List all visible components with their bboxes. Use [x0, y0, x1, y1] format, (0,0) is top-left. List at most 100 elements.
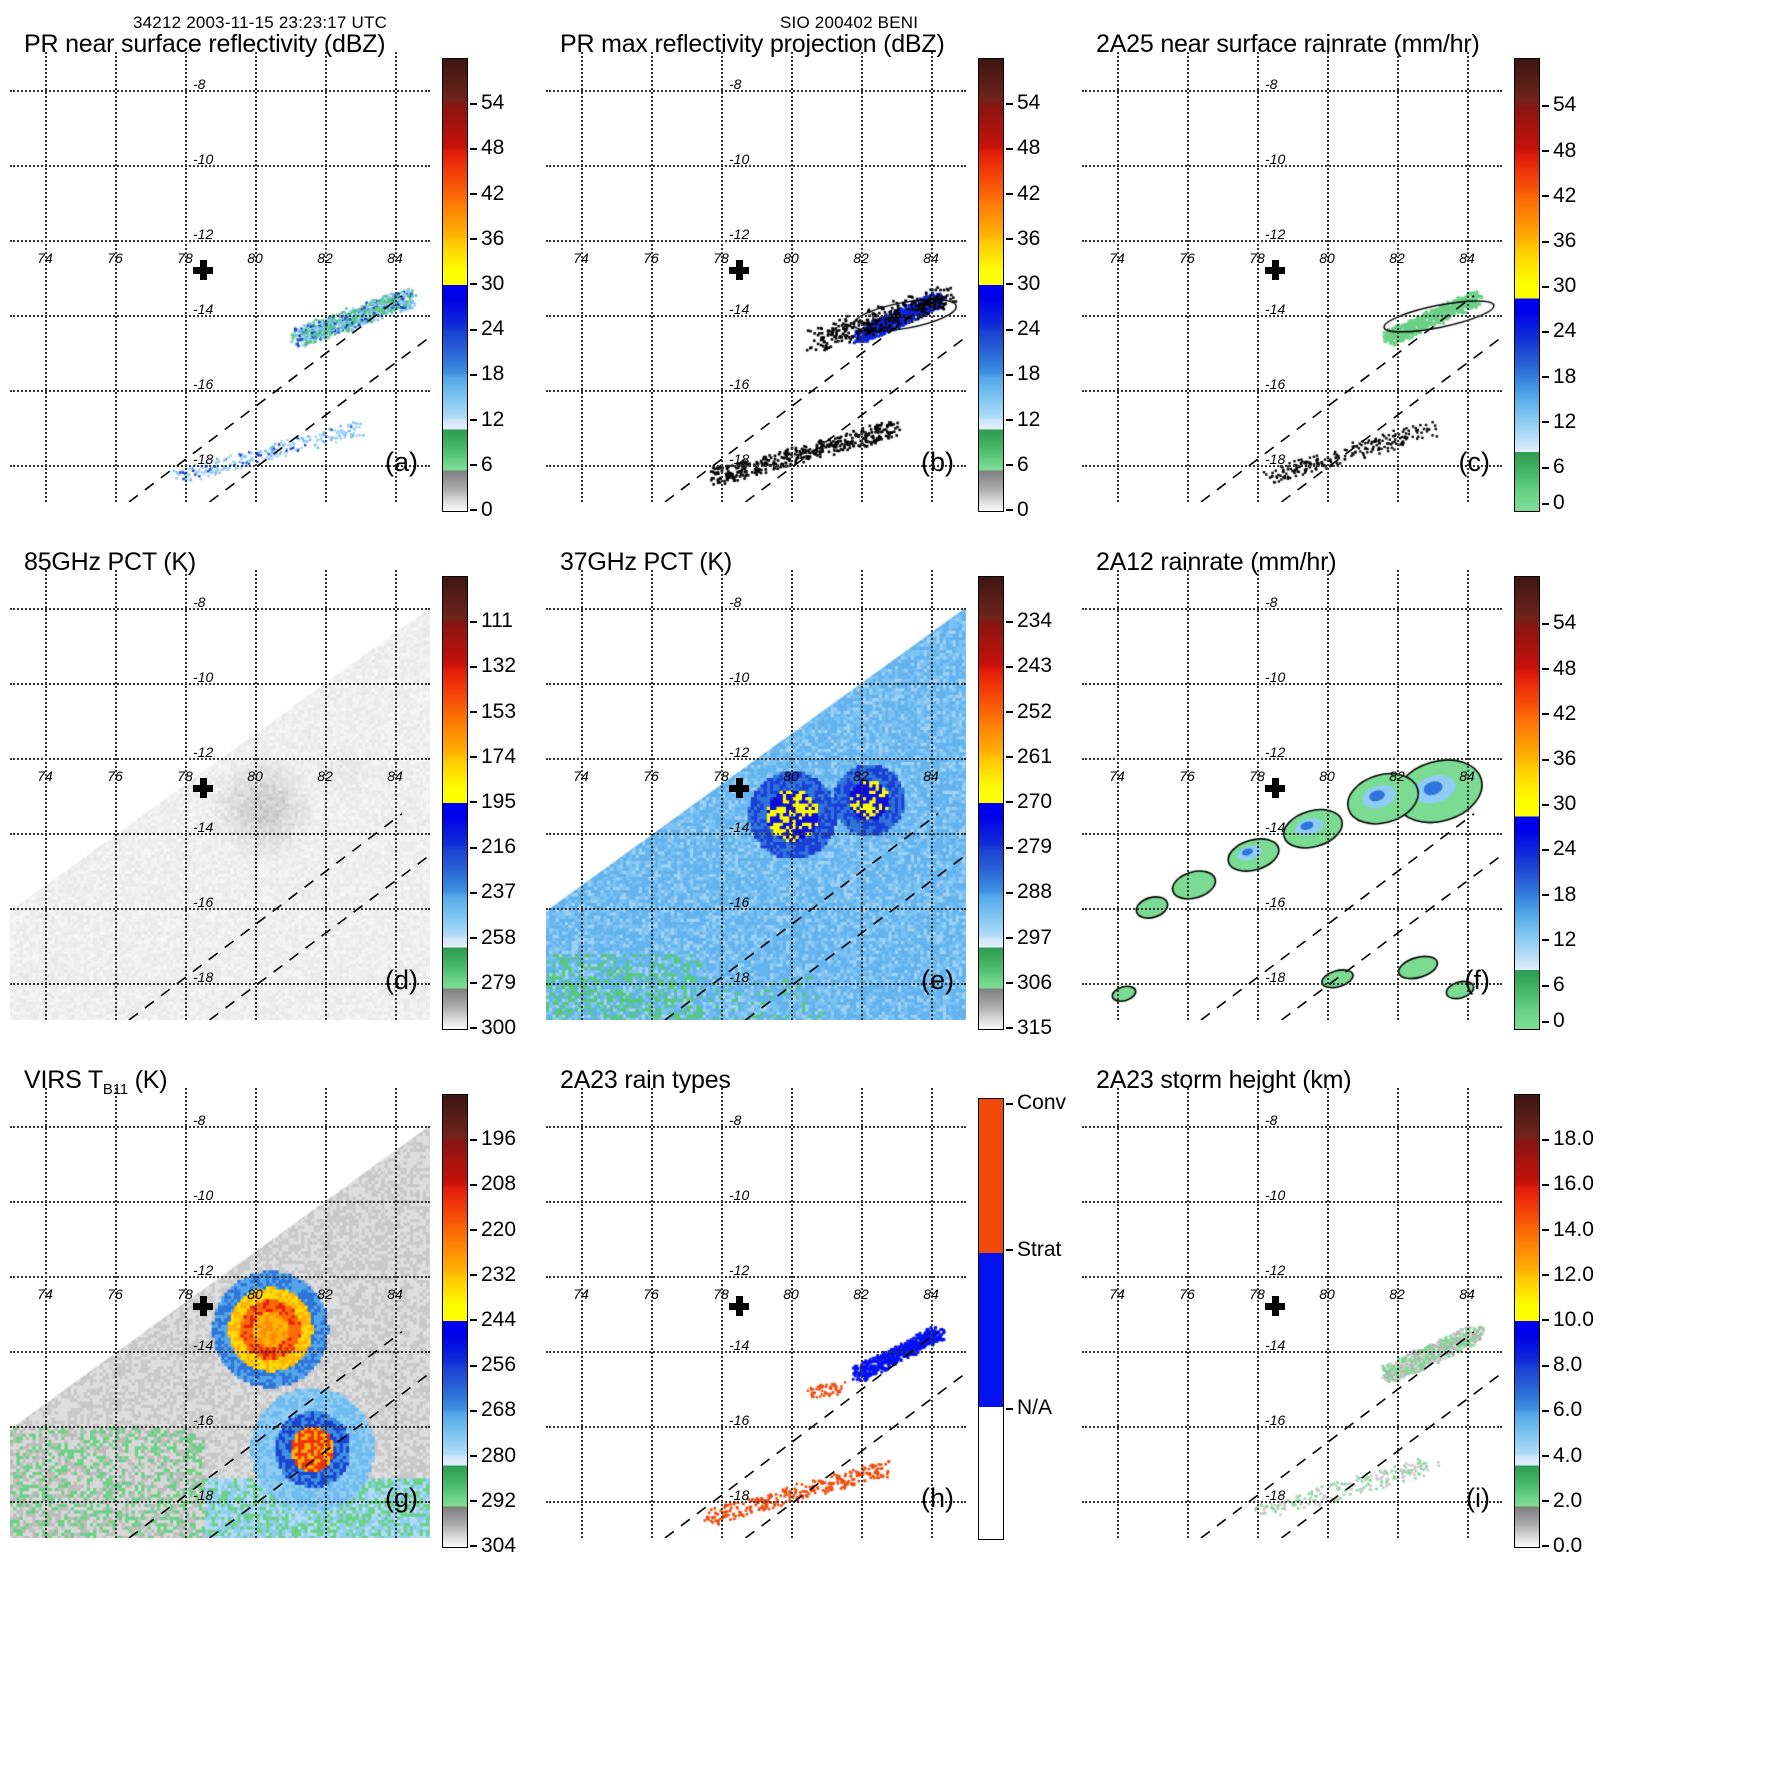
panel-title-a: PR near surface reflectivity (dBZ) — [24, 30, 386, 58]
colorbar-tick-mark — [470, 846, 477, 849]
colorbar-tick-mark — [1542, 622, 1549, 625]
colorbar-tick-mark — [1542, 1138, 1549, 1141]
colorbar-tick-label: 42 — [1553, 701, 1577, 725]
colorbar-tick-mark — [470, 464, 477, 467]
colorbar-tick-label: 54 — [1553, 611, 1577, 635]
y-tick-label: -18 — [729, 968, 750, 985]
colorbar-tick-mark — [1542, 1229, 1549, 1232]
colorbar-tick-label: 36 — [1553, 229, 1577, 253]
colorbar-tick-mark — [1006, 238, 1013, 241]
x-tick-label: 74 — [573, 1285, 589, 1302]
x-tick-label: 78 — [177, 767, 193, 784]
colorbar-tick-label: 48 — [481, 136, 505, 160]
data-overlay-a — [10, 52, 430, 502]
colorbar-tick: 36 — [1006, 227, 1040, 251]
storm-center-cross-icon — [728, 1295, 749, 1316]
panel-label-g: (g) — [385, 1483, 418, 1513]
x-tick-label: 82 — [853, 767, 869, 784]
colorbar-tick: 6 — [1006, 453, 1029, 477]
panel-title-f: 2A12 rainrate (mm/hr) — [1096, 548, 1337, 576]
colorbar-tick: 292 — [470, 1489, 516, 1513]
colorbar-tick-mark — [1542, 502, 1549, 505]
x-tick-label: 80 — [247, 1285, 263, 1302]
x-tick-label: 74 — [573, 249, 589, 266]
header-case-id: SIO 200402 BENI — [780, 13, 919, 32]
colorbar-tick-mark — [470, 238, 477, 241]
colorbar-tick: 48 — [1006, 136, 1040, 160]
colorbar-a — [442, 58, 468, 512]
colorbar-tick: 36 — [1542, 747, 1576, 771]
colorbar-tick-label: N/A — [1017, 1396, 1053, 1420]
y-tick-label: -16 — [729, 1411, 750, 1428]
colorbar-tick-label: 48 — [1553, 138, 1577, 162]
colorbar-tick-label: 153 — [481, 699, 517, 723]
colorbar-tick: 279 — [1006, 835, 1052, 859]
colorbar-tick-mark — [470, 419, 477, 422]
data-overlay-h — [546, 1088, 966, 1538]
colorbar-tick-label: 24 — [1553, 837, 1577, 861]
colorbar-tick-label: 6 — [481, 452, 493, 476]
x-tick-label: 78 — [713, 1285, 729, 1302]
colorbar-tick-label: 54 — [481, 91, 505, 115]
y-tick-label: -10 — [193, 1186, 214, 1203]
colorbar-tick-mark — [470, 1183, 477, 1186]
x-tick-label: 84 — [923, 767, 939, 784]
panel-title-i: 2A23 storm height (km) — [1096, 1066, 1352, 1094]
swath-edge-lines — [664, 1331, 966, 1538]
plot-area-c: 74 76 78 80 82 84 -8 -10 -12 -14 -16 -18 — [1082, 52, 1502, 502]
panel-c: 2A25 near surface rainrate (mm/hr) 74 76 78… — [1082, 22, 1576, 514]
y-tick-label: -16 — [193, 1411, 214, 1428]
colorbar-tick-label: 54 — [1017, 91, 1041, 115]
colorbar-tick: 280 — [470, 1444, 516, 1468]
colorbar-tick: 42 — [1006, 182, 1040, 206]
colorbar-tick-label: 6 — [1017, 452, 1029, 476]
swath-edge-lines — [128, 1331, 430, 1538]
x-tick-label: 80 — [783, 249, 799, 266]
storm-center-cross-icon — [1264, 259, 1285, 280]
colorbar-tick: 0 — [1542, 491, 1565, 515]
colorbar-tick-label: 237 — [481, 880, 517, 904]
x-tick-label: 84 — [1459, 1285, 1475, 1302]
colorbar-tick-mark — [470, 373, 477, 376]
x-tick-label: 80 — [1319, 1285, 1335, 1302]
colorbar-i — [1514, 1094, 1540, 1548]
panel-g: VIRS TB11 (K) 74 76 78 80 82 84 -8 -10 -12 -14 -16 -… — [10, 1058, 516, 1557]
colorbar-tick: 300 — [470, 1016, 516, 1040]
colorbar-tick-mark — [1006, 1027, 1013, 1030]
colorbar-tick-label: 174 — [481, 744, 517, 768]
data-overlay-e — [546, 570, 966, 1020]
y-tick-label: -18 — [729, 450, 750, 467]
colorbar-tick-label: 220 — [481, 1217, 517, 1241]
x-tick-label: 76 — [107, 1285, 123, 1302]
y-tick-label: -10 — [1265, 150, 1286, 167]
data-overlay-i — [1082, 1088, 1502, 1538]
colorbar-ticks-a: 54 48 42 36 30 24 18 12 6 0 — [470, 58, 540, 521]
colorbar-tick-label: 18 — [1017, 362, 1041, 386]
colorbar-tick-mark — [1006, 419, 1013, 422]
colorbar-tick-mark — [470, 665, 477, 668]
colorbar-tick: 54 — [470, 91, 504, 115]
swath-edge-lines — [128, 295, 430, 502]
panel-label-e: (e) — [921, 965, 954, 995]
colorbar-tick-label: 42 — [1017, 181, 1041, 205]
colorbar-tick-mark — [1542, 984, 1549, 987]
y-tick-label: -8 — [729, 1111, 742, 1128]
colorbar-tick: 18 — [1542, 365, 1576, 389]
plot-area-f: 74 76 78 80 82 84 -8 -10 -12 -14 -16 -18 — [1082, 570, 1502, 1020]
x-tick-label: 74 — [573, 767, 589, 784]
y-tick-label: -14 — [193, 300, 214, 317]
y-tick-label: -10 — [1265, 1186, 1286, 1203]
colorbar-tick-mark — [1006, 801, 1013, 804]
colorbar-tick-mark — [470, 1229, 477, 1232]
colorbar-tick: Conv — [1006, 1091, 1066, 1115]
y-tick-label: -10 — [193, 668, 214, 685]
colorbar-tick-label: 0 — [1553, 1009, 1565, 1033]
colorbar-tick-label: 6 — [1553, 973, 1565, 997]
swath-edge-lines — [128, 813, 430, 1020]
colorbar-tick-label: 16.0 — [1553, 1172, 1594, 1196]
colorbar-ticks-f: 54 48 42 36 30 24 18 12 6 0 — [1542, 576, 1612, 1032]
y-tick-label: -18 — [193, 1486, 214, 1503]
colorbar-tick-mark — [1542, 713, 1549, 716]
colorbar-tick-mark — [1542, 1545, 1549, 1548]
colorbar-tick: 196 — [470, 1127, 516, 1151]
